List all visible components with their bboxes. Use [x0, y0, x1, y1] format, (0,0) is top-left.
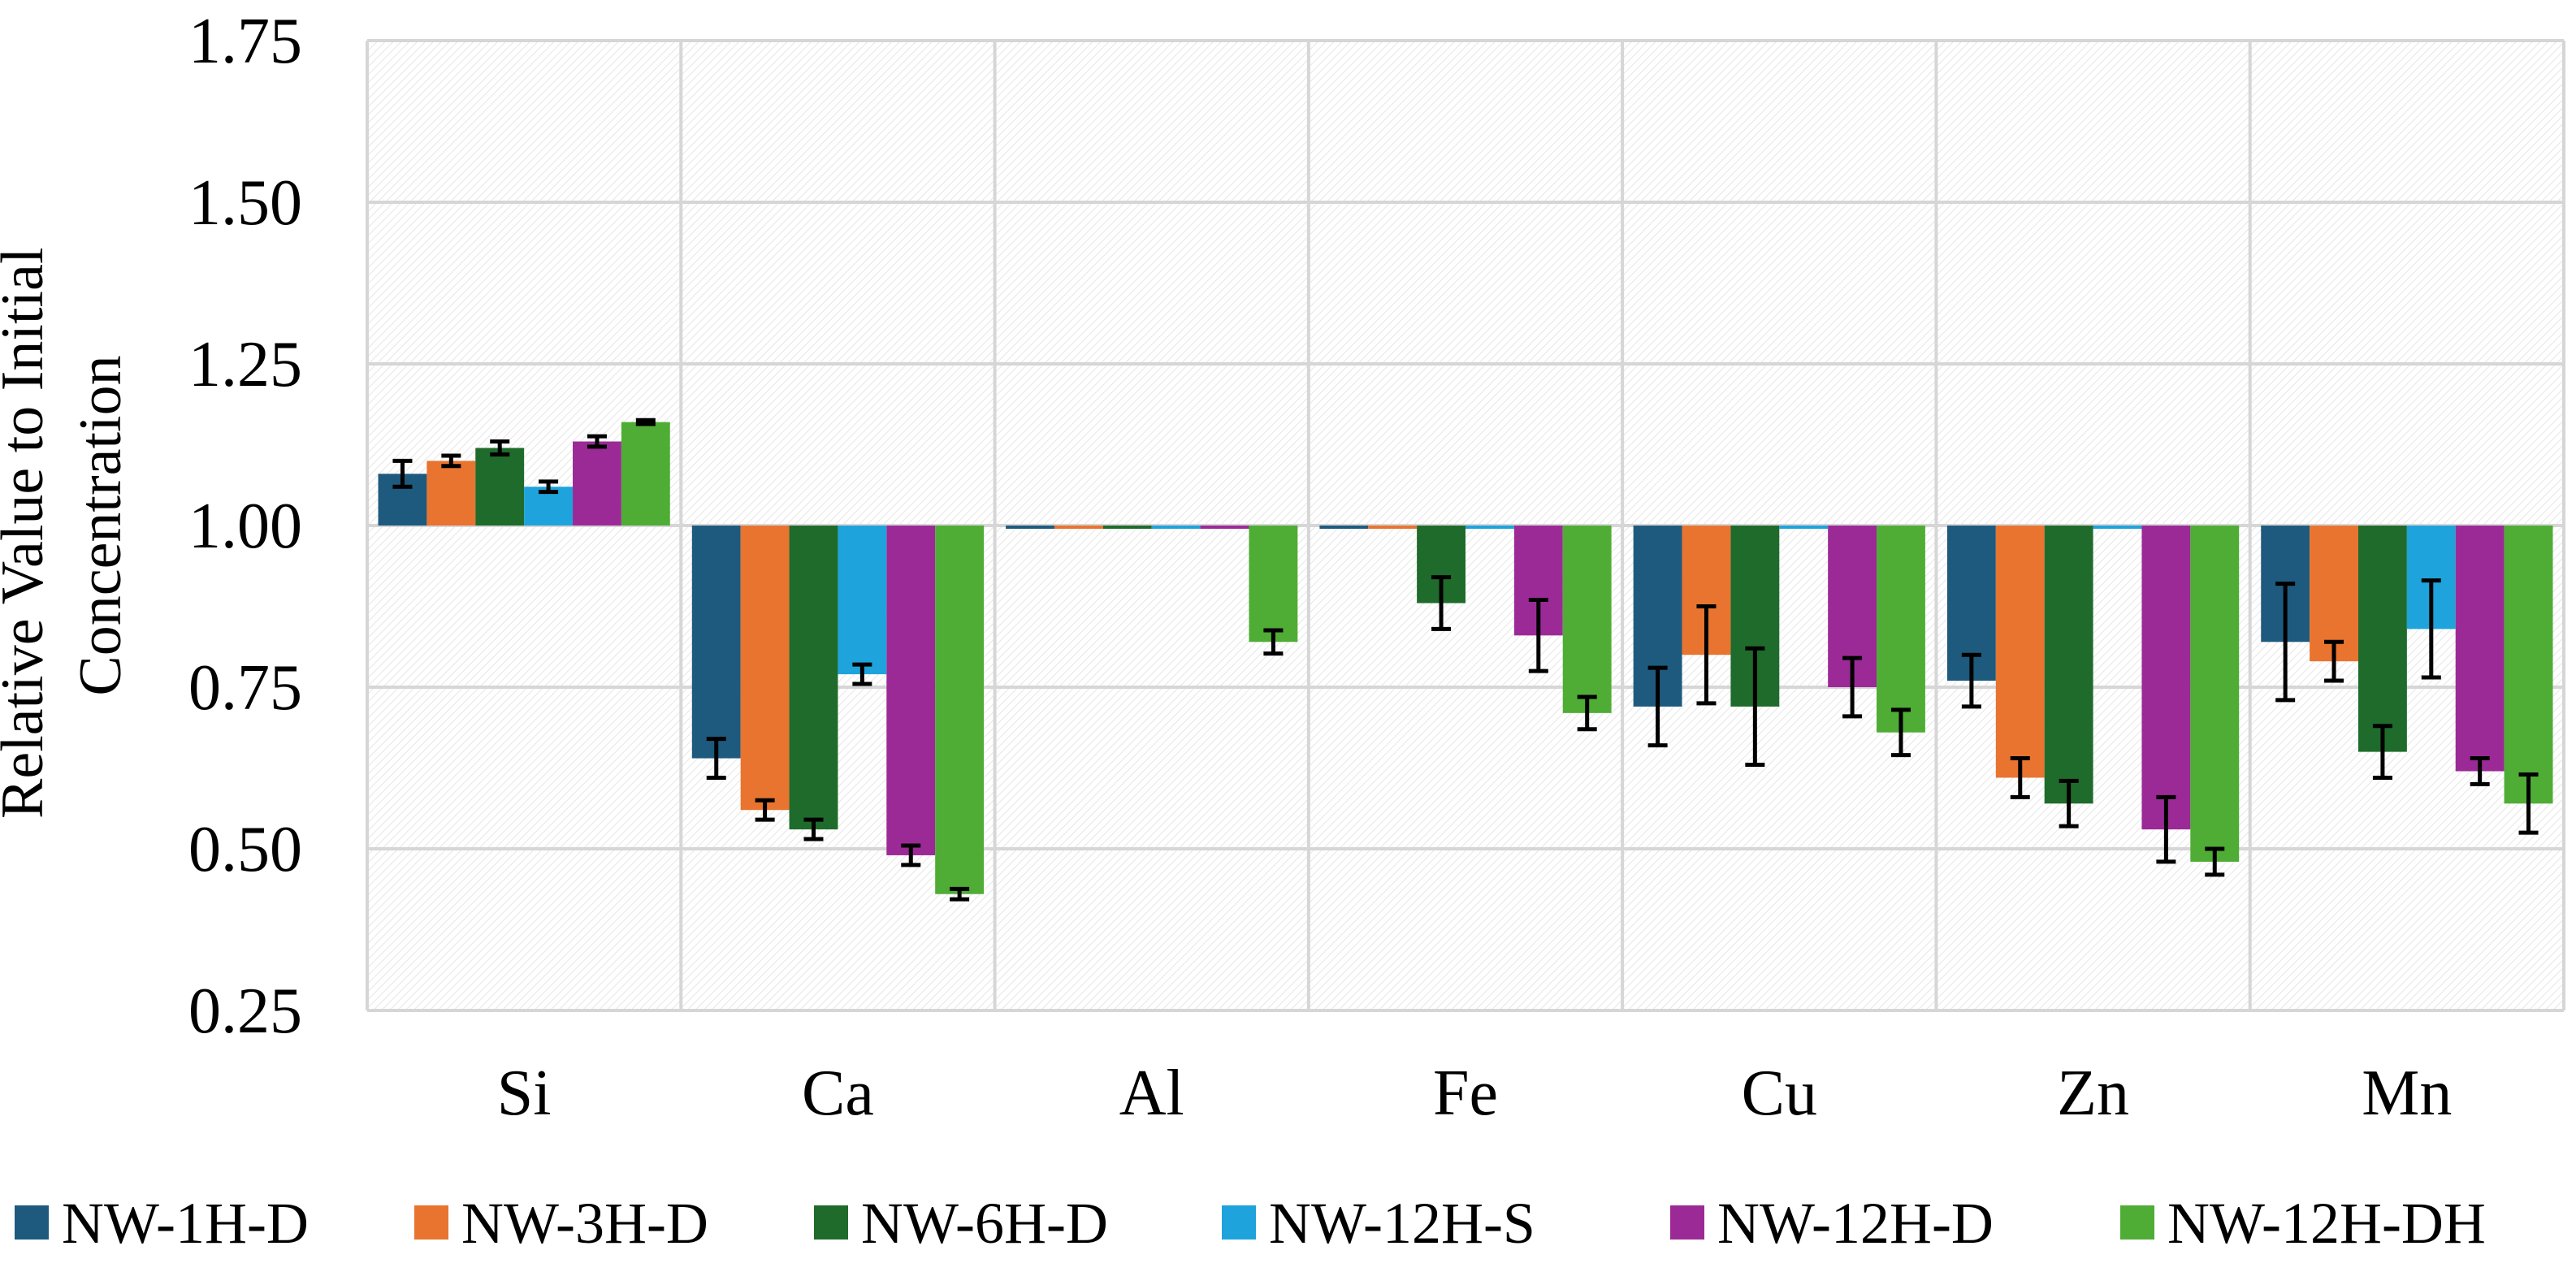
bar-NW-12H-DH-Fe — [1562, 526, 1612, 713]
legend-swatch-NW-12H-D — [1670, 1205, 1704, 1240]
y-tick-label: 0.50 — [188, 814, 302, 885]
bar-NW-12H-DH-Cu — [1877, 526, 1925, 733]
bar-NW-3H-D-Mn — [2310, 526, 2358, 662]
bar-NW-12H-D-Si — [573, 441, 621, 526]
x-category-label: Mn — [2362, 1058, 2452, 1129]
legend-swatch-NW-12H-DH — [2120, 1205, 2154, 1240]
bar-NW-12H-DH-Mn — [2504, 526, 2553, 804]
bar-NW-1H-D-Al — [1006, 526, 1054, 529]
bar-NW-1H-D-Fe — [1319, 526, 1369, 529]
bar-NW-1H-D-Ca — [691, 526, 741, 759]
bar-NW-12H-S-Cu — [1779, 526, 1829, 529]
error-bars — [392, 418, 2539, 902]
bar-NW-6H-D-Zn — [2044, 526, 2093, 804]
x-axis-categories: Si Ca Al Fe Cu Zn Mn — [497, 1058, 2453, 1129]
bar-NW-12H-S-Ca — [838, 526, 887, 675]
legend-swatch-NW-6H-D — [814, 1205, 848, 1240]
legend-label: NW-12H-S — [1269, 1191, 1535, 1256]
bar-NW-6H-D-Mn — [2357, 526, 2407, 752]
bar-NW-3H-D-Fe — [1368, 526, 1418, 529]
bar-NW-12H-DH-Si — [621, 422, 670, 526]
legend-swatch-NW-12H-S — [1222, 1205, 1256, 1240]
bar-NW-12H-S-Al — [1151, 526, 1201, 529]
bar-NW-3H-D-Zn — [1995, 526, 2045, 778]
legend-swatch-NW-1H-D — [15, 1205, 49, 1240]
legend-swatch-NW-3H-D — [414, 1205, 448, 1240]
bar-NW-12H-D-Mn — [2455, 526, 2505, 772]
y-axis-title-line-1: Relative Value to Initial — [0, 247, 56, 819]
y-tick-label: 1.25 — [188, 329, 302, 400]
y-tick-label: 0.25 — [188, 976, 302, 1047]
y-axis-ticks: 0.25 0.50 0.75 1.00 1.25 1.50 1.75 — [188, 6, 302, 1047]
legend-label: NW-1H-D — [62, 1191, 309, 1256]
y-axis-title-line-2: Concentration — [67, 355, 134, 695]
x-category-label: Al — [1119, 1058, 1184, 1129]
legend-label: NW-12H-DH — [2167, 1191, 2486, 1256]
bar-NW-6H-D-Al — [1102, 526, 1152, 529]
y-tick-label: 1.00 — [188, 491, 302, 562]
bar-NW-3H-D-Si — [426, 461, 476, 526]
legend-label: NW-6H-D — [861, 1191, 1108, 1256]
bar-NW-12H-D-Zn — [2141, 526, 2191, 830]
x-category-label: Si — [497, 1058, 552, 1129]
bars — [378, 422, 2553, 894]
x-category-label: Ca — [802, 1058, 874, 1129]
bar-NW-6H-D-Si — [475, 448, 525, 526]
legend-label: NW-3H-D — [461, 1191, 708, 1256]
bar-NW-12H-DH-Ca — [935, 526, 985, 894]
legend: NW-1H-D NW-3H-D NW-6H-D NW-12H-S NW-12H-D NW-… — [15, 1191, 2486, 1256]
bar-NW-3H-D-Al — [1054, 526, 1103, 529]
y-tick-label: 0.75 — [188, 652, 302, 724]
y-tick-label: 1.75 — [188, 6, 302, 77]
x-category-label: Zn — [2057, 1058, 2129, 1129]
y-tick-label: 1.50 — [188, 167, 302, 239]
bar-NW-12H-DH-Al — [1249, 526, 1298, 642]
bar-NW-3H-D-Ca — [740, 526, 790, 811]
legend-label: NW-12H-D — [1717, 1191, 1994, 1256]
bar-NW-12H-D-Al — [1200, 526, 1249, 529]
bar-NW-12H-S-Fe — [1466, 526, 1514, 529]
bar-NW-12H-DH-Zn — [2190, 526, 2240, 862]
x-category-label: Fe — [1433, 1058, 1498, 1129]
bar-NW-12H-S-Zn — [2093, 526, 2142, 529]
x-category-label: Cu — [1742, 1058, 1817, 1129]
bar-NW-6H-D-Ca — [789, 526, 838, 830]
bar-NW-12H-D-Ca — [886, 526, 936, 855]
y-axis-title: Relative Value to Initial Concentration — [0, 232, 134, 819]
